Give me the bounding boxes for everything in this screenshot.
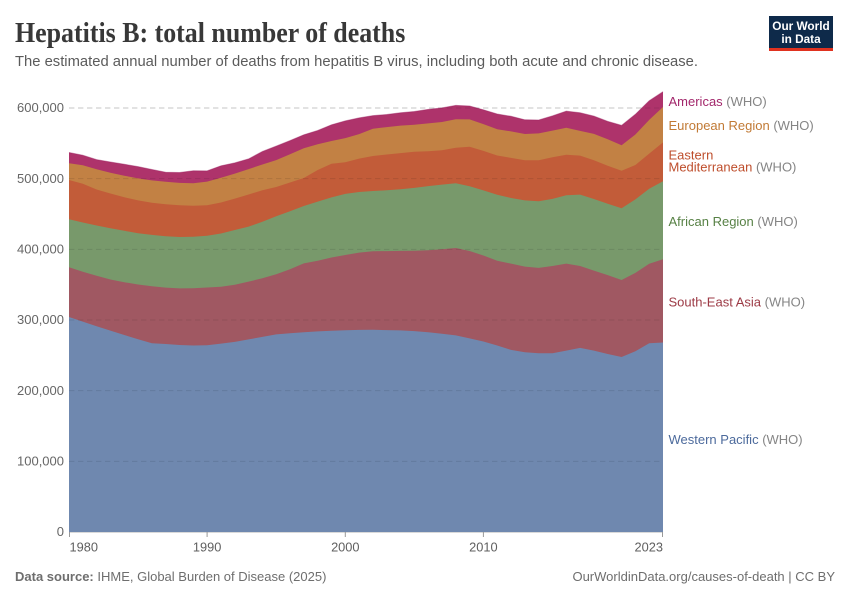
svg-text:0: 0 xyxy=(57,524,64,539)
svg-text:2000: 2000 xyxy=(331,540,359,555)
svg-text:Americas (WHO): Americas (WHO) xyxy=(669,94,767,109)
svg-text:2023: 2023 xyxy=(635,540,663,555)
svg-text:200,000: 200,000 xyxy=(17,383,64,398)
svg-text:600,000: 600,000 xyxy=(17,100,64,115)
svg-text:1980: 1980 xyxy=(70,540,98,555)
svg-text:2010: 2010 xyxy=(469,540,497,555)
svg-text:Eastern: Eastern xyxy=(669,147,714,162)
svg-text:Mediterranean (WHO): Mediterranean (WHO) xyxy=(669,160,797,175)
svg-text:European Region (WHO): European Region (WHO) xyxy=(669,118,814,133)
svg-text:500,000: 500,000 xyxy=(17,171,64,186)
svg-text:1990: 1990 xyxy=(193,540,221,555)
svg-text:South-East Asia (WHO): South-East Asia (WHO) xyxy=(669,295,806,310)
svg-text:100,000: 100,000 xyxy=(17,454,64,469)
svg-text:300,000: 300,000 xyxy=(17,312,64,327)
svg-text:400,000: 400,000 xyxy=(17,242,64,257)
svg-text:African Region (WHO): African Region (WHO) xyxy=(669,214,798,229)
svg-text:Western Pacific (WHO): Western Pacific (WHO) xyxy=(669,432,803,447)
